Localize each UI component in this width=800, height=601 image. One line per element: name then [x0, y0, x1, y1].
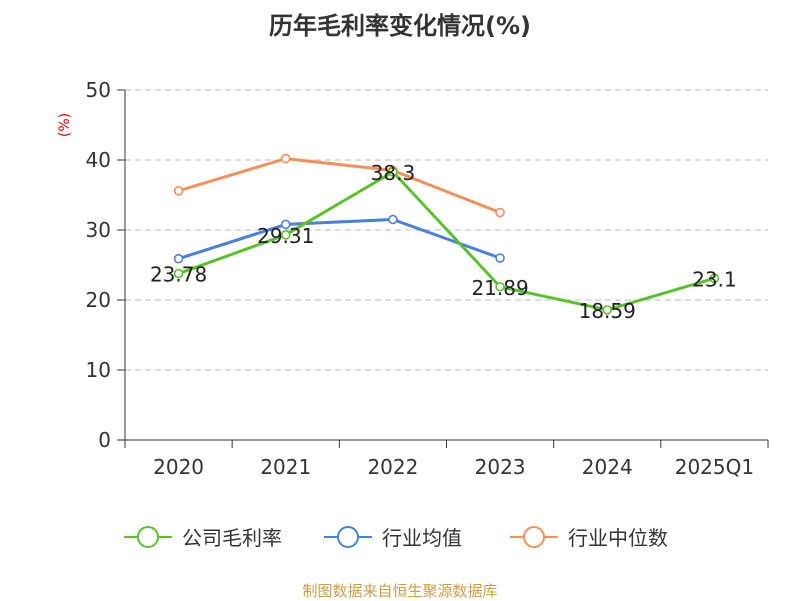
- legend-label: 行业中位数: [568, 526, 668, 550]
- y-tick-label: 10: [86, 358, 111, 382]
- x-tick-label: 2020: [153, 455, 204, 479]
- legend-marker: [523, 526, 545, 548]
- data-label: 23.1: [692, 267, 737, 291]
- x-tick-label: 2021: [260, 455, 311, 479]
- chart-title: 历年毛利率变化情况(%): [269, 12, 531, 40]
- data-label: 23.78: [150, 263, 207, 287]
- data-label: 29.31: [257, 224, 314, 248]
- legend-marker: [337, 526, 359, 548]
- series-lines: [173, 153, 720, 315]
- data-point: [495, 253, 505, 263]
- data-point: [173, 268, 184, 279]
- data-label: 21.89: [471, 276, 528, 300]
- legend-marker: [137, 526, 159, 548]
- x-tick-label: 2024: [582, 455, 633, 479]
- source-note: 制图数据来自恒生聚源数据库: [302, 582, 498, 600]
- x-tick-label: 2025Q1: [675, 455, 754, 479]
- legend-label: 公司毛利率: [182, 526, 282, 550]
- series-line: [178, 218, 501, 261]
- series-line: [178, 170, 715, 312]
- x-tick-label: 2022: [367, 455, 418, 479]
- data-point: [602, 305, 613, 315]
- legend-label: 行业均值: [382, 526, 462, 550]
- y-tick-label: 50: [86, 78, 111, 102]
- legend: 公司毛利率 行业均值 行业中位数: [124, 526, 668, 550]
- data-point: [388, 214, 398, 225]
- data-point: [280, 153, 291, 164]
- data-point: [495, 207, 505, 218]
- data-point: [280, 230, 291, 240]
- y-tick-label: 20: [86, 288, 111, 312]
- data-labels: 23.78 29.31 38.3 21.89 18.59 23.1: [150, 161, 737, 323]
- axes: 0 10 20 30 40 50 2020 2021 2022 2023 2024 2025Q1: [86, 78, 769, 479]
- y-tick-label: 30: [86, 218, 111, 242]
- data-label: 18.59: [579, 299, 636, 323]
- y-tick-label: 0: [98, 428, 111, 452]
- x-tick-label: 2023: [475, 455, 526, 479]
- data-label: 38.3: [371, 161, 416, 185]
- y-tick-label: 40: [86, 148, 111, 172]
- data-point: [173, 186, 184, 196]
- data-point: [388, 167, 398, 177]
- y-axis-unit-label: (%): [57, 113, 73, 137]
- data-point: [495, 281, 505, 292]
- data-point: [173, 253, 184, 264]
- series-line: [178, 157, 501, 214]
- data-point: [280, 219, 291, 230]
- data-point: [709, 273, 720, 284]
